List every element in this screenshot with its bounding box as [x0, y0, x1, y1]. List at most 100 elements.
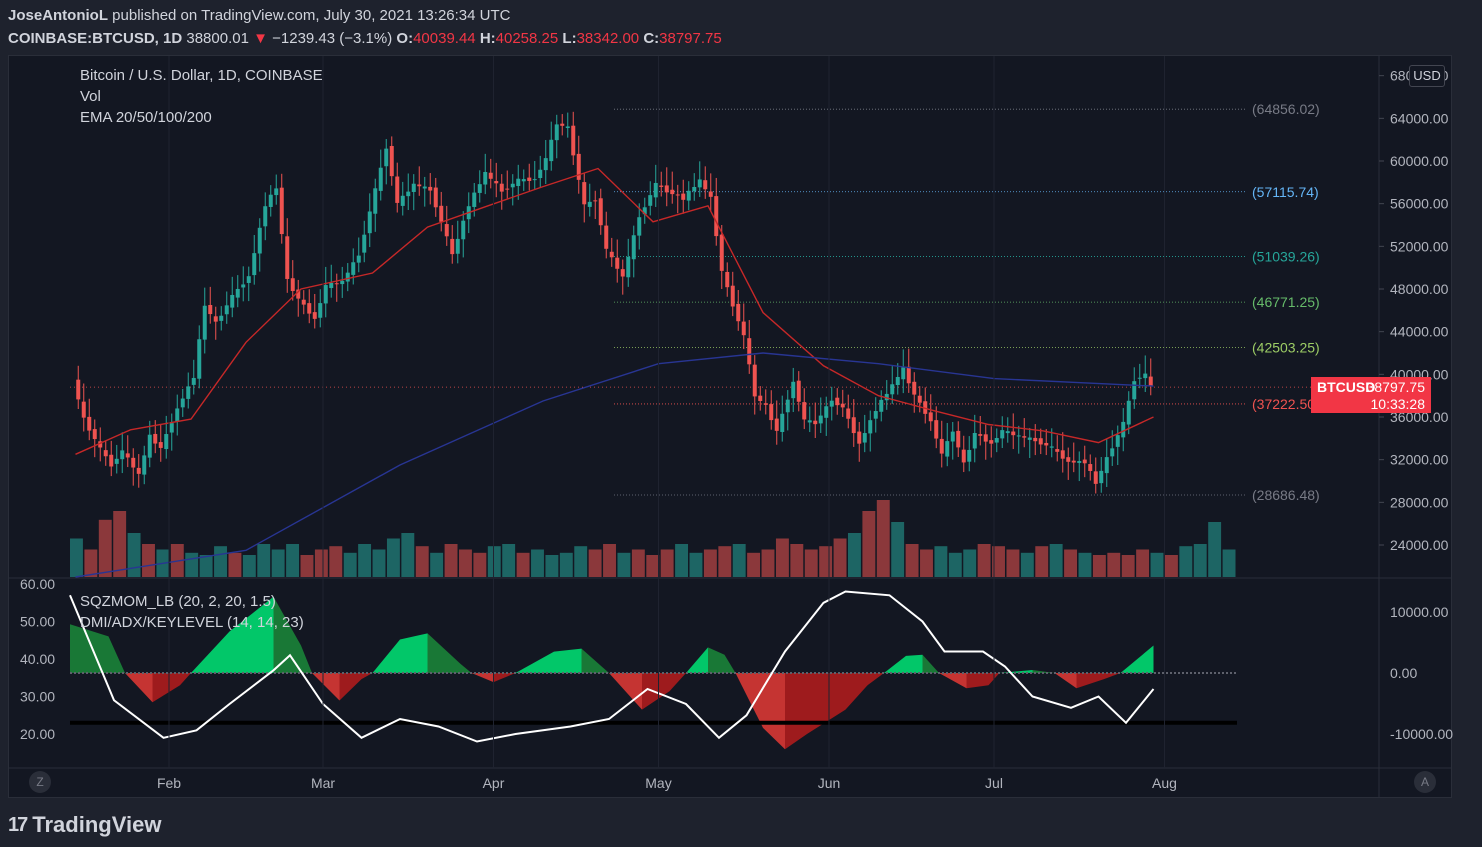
volume-bar [1020, 552, 1034, 577]
squeeze-momentum-area [152, 673, 180, 703]
candle-body [785, 399, 790, 413]
candle-body [659, 185, 664, 187]
candle-body [1011, 431, 1016, 436]
candle-body [257, 227, 262, 254]
candle-body [758, 395, 763, 401]
volume-bar [963, 549, 977, 577]
volume-bar [603, 544, 616, 577]
candle-body [230, 294, 235, 308]
high-label: H: [479, 30, 496, 47]
squeeze-momentum-area [108, 636, 125, 673]
author-name[interactable]: JoseAntonioL [8, 7, 108, 24]
volume-bar [689, 552, 703, 577]
squeeze-momentum-area [1120, 645, 1154, 673]
price-tick-label: 56000.00 [1390, 196, 1449, 212]
volume-bar [819, 546, 833, 577]
volume-bar [516, 552, 530, 577]
time-tick-label: Apr [483, 775, 505, 791]
candle-body [455, 238, 460, 254]
candle-body [142, 455, 147, 475]
candle-body [576, 153, 581, 180]
candle-body [807, 420, 812, 423]
indicator-right-tick: 0.00 [1390, 665, 1417, 681]
candle-body [554, 124, 559, 141]
volume-bar [1064, 549, 1078, 577]
last-price: 38800.01 [186, 30, 249, 47]
candle-body [928, 412, 933, 422]
volume-bar [531, 549, 544, 577]
candle-body [736, 303, 741, 322]
squeeze-momentum-area [724, 654, 736, 673]
candle-body [835, 397, 840, 406]
candle-body [439, 205, 444, 222]
indicator-left-tick: 40.00 [20, 651, 55, 667]
sqzmom-legend[interactable]: SQZMOM_LB (20, 2, 20, 1.5) [80, 593, 276, 610]
time-tick-label: Aug [1152, 775, 1177, 791]
volume-legend[interactable]: Vol [80, 88, 101, 105]
candle-body [840, 403, 845, 408]
volume-bar [1078, 552, 1092, 577]
volume-bar [430, 552, 444, 577]
auto-scale-button[interactable]: A [1414, 771, 1436, 793]
ema-200-line [75, 352, 1154, 578]
candle-body [532, 179, 537, 181]
key-level-label: (51039.26) [1252, 249, 1320, 265]
candle-body [538, 169, 543, 179]
candle-body [1066, 457, 1071, 462]
candle-body [136, 467, 141, 474]
squeeze-momentum-area [999, 669, 1033, 673]
time-tick-label: May [645, 775, 671, 791]
squeeze-momentum-area [312, 673, 340, 701]
candle-body [147, 434, 152, 458]
low-value: 38342.00 [576, 30, 640, 47]
volume-bar [703, 549, 717, 577]
price-tick-label: 28000.00 [1390, 494, 1449, 510]
squeeze-momentum-area [735, 673, 763, 728]
candle-body [884, 393, 889, 401]
candle-body [252, 253, 257, 276]
indicator-left-tick: 30.00 [20, 689, 55, 705]
candle-body [571, 125, 576, 156]
high-value: 40258.25 [495, 30, 559, 47]
candle-body [103, 450, 108, 457]
candle-body [395, 176, 400, 203]
candle-body [549, 139, 554, 162]
volume-bar [948, 552, 962, 577]
candle-body [488, 172, 493, 179]
candle-body [461, 220, 466, 240]
volume-bar [1092, 555, 1106, 577]
candle-body [191, 377, 196, 385]
squeeze-momentum-area [867, 673, 884, 686]
indicator-right-tick: -10000.00 [1390, 726, 1453, 742]
candle-body [818, 415, 823, 424]
volume-bar [199, 555, 213, 577]
currency-button[interactable]: USD [1409, 65, 1445, 87]
volume-bar [1222, 549, 1236, 577]
squeeze-momentum-area [609, 673, 642, 710]
price-tick-label: 32000.00 [1390, 452, 1449, 468]
candle-body [180, 398, 185, 408]
symbol-label: COINBASE:BTCUSD, 1D [8, 30, 183, 47]
squeeze-momentum-area [372, 639, 400, 673]
candle-body [675, 194, 680, 196]
dmi-legend[interactable]: DMI/ADX/KEYLEVEL (14, 14, 23) [80, 614, 304, 631]
candle-body [967, 449, 972, 462]
candle-body [593, 200, 598, 202]
candle-body [631, 235, 636, 260]
volume-bar [574, 546, 588, 577]
squeeze-momentum-area [785, 673, 807, 750]
squeeze-momentum-area [807, 673, 846, 734]
volume-bar [1049, 544, 1063, 577]
candle-body [708, 191, 713, 197]
adx-line [69, 590, 1155, 743]
zoom-button[interactable]: Z [29, 771, 51, 793]
candle-body [516, 178, 521, 186]
candles-group [76, 111, 1153, 494]
tradingview-logo[interactable]: 17 TradingView [8, 812, 161, 838]
volume-bar [314, 549, 328, 577]
candle-body [1126, 400, 1131, 425]
time-tick-label: Feb [157, 775, 181, 791]
ema-legend[interactable]: EMA 20/50/100/200 [80, 109, 212, 126]
published-text: published on TradingView.com, July 30, 2… [112, 7, 511, 24]
